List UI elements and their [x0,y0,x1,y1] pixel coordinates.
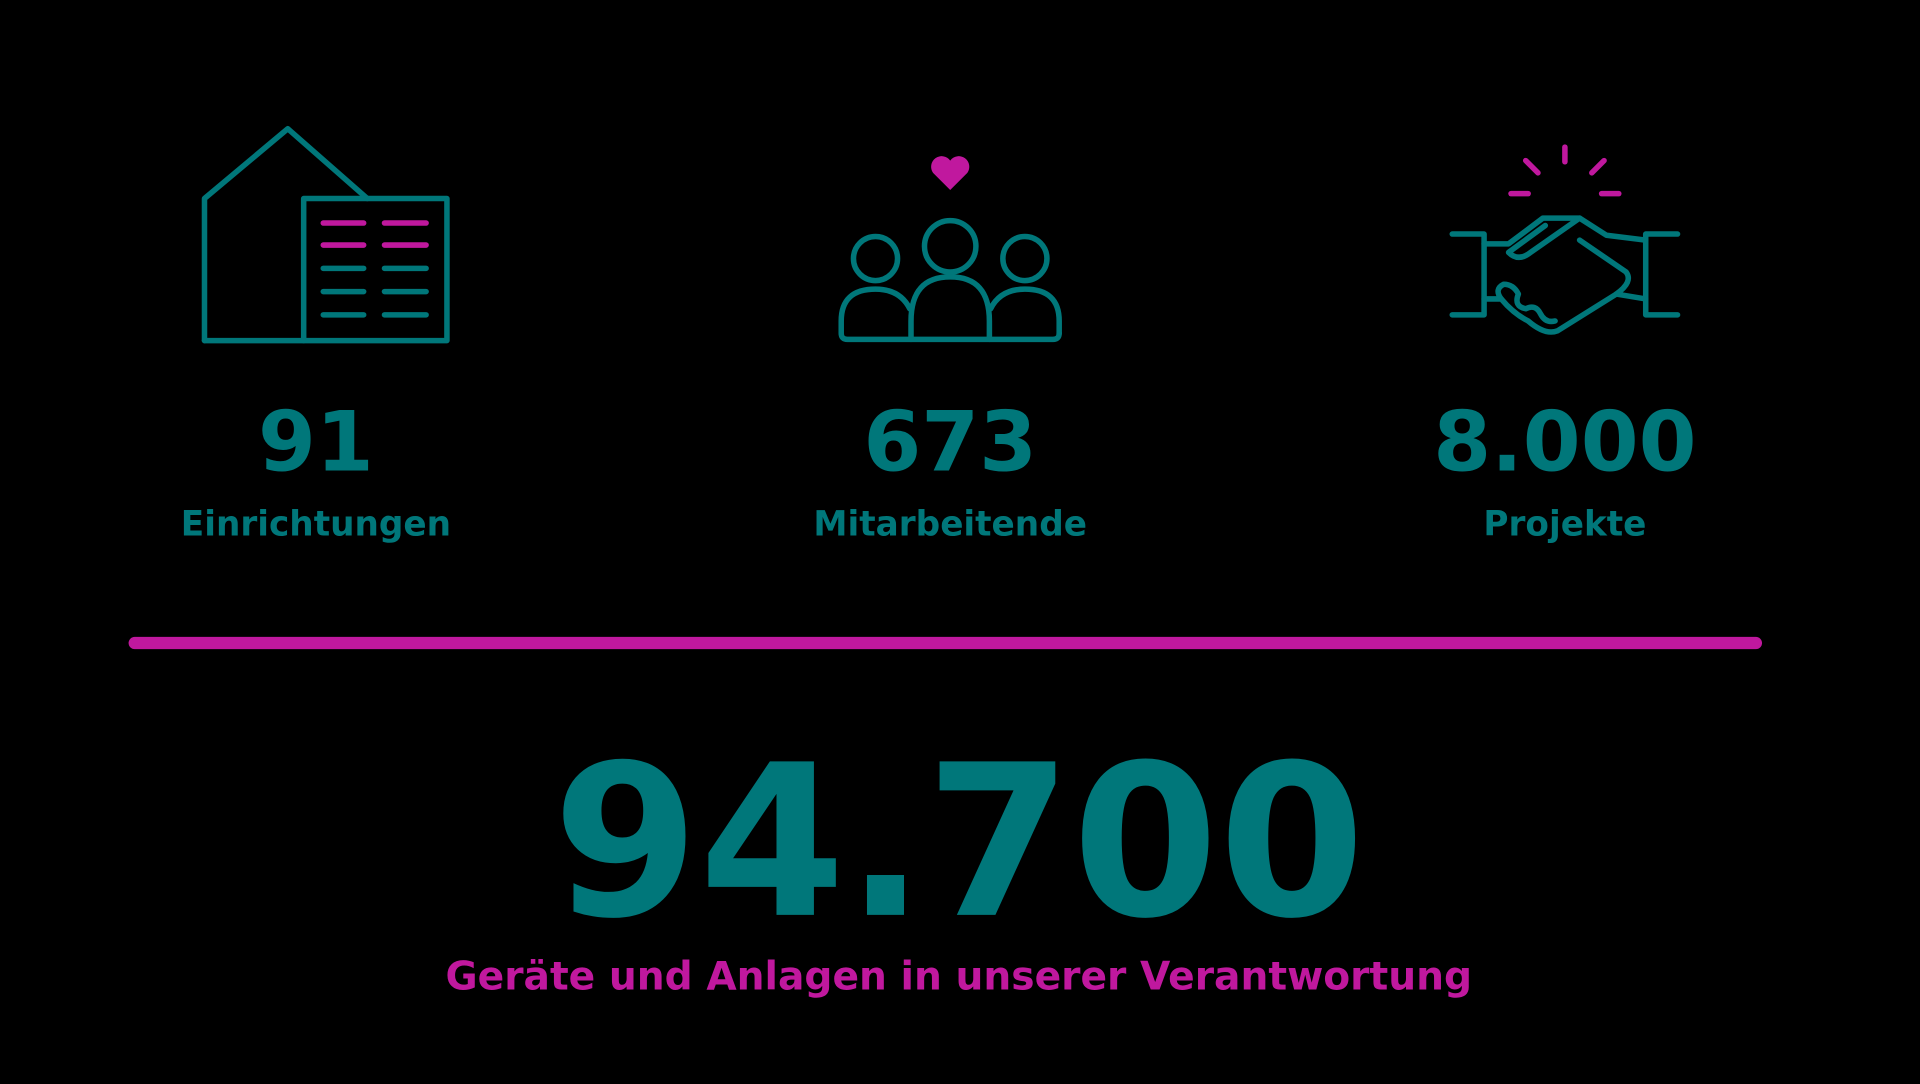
highlight-value: 94.700 [552,720,1365,965]
stat-label: Projekte [1483,504,1646,544]
building-icon [201,125,450,344]
stat-label: Mitarbeitende [813,504,1087,544]
handshake-icon [1449,144,1681,335]
stat-value: 8.000 [1433,393,1696,490]
stat-value: 91 [258,393,374,490]
stat-label: Einrichtungen [181,504,451,544]
team-icon [838,156,1062,343]
highlight-label: Geräte und Anlagen in unserer Verantwort… [445,955,1472,1000]
stat-value: 673 [863,393,1037,490]
